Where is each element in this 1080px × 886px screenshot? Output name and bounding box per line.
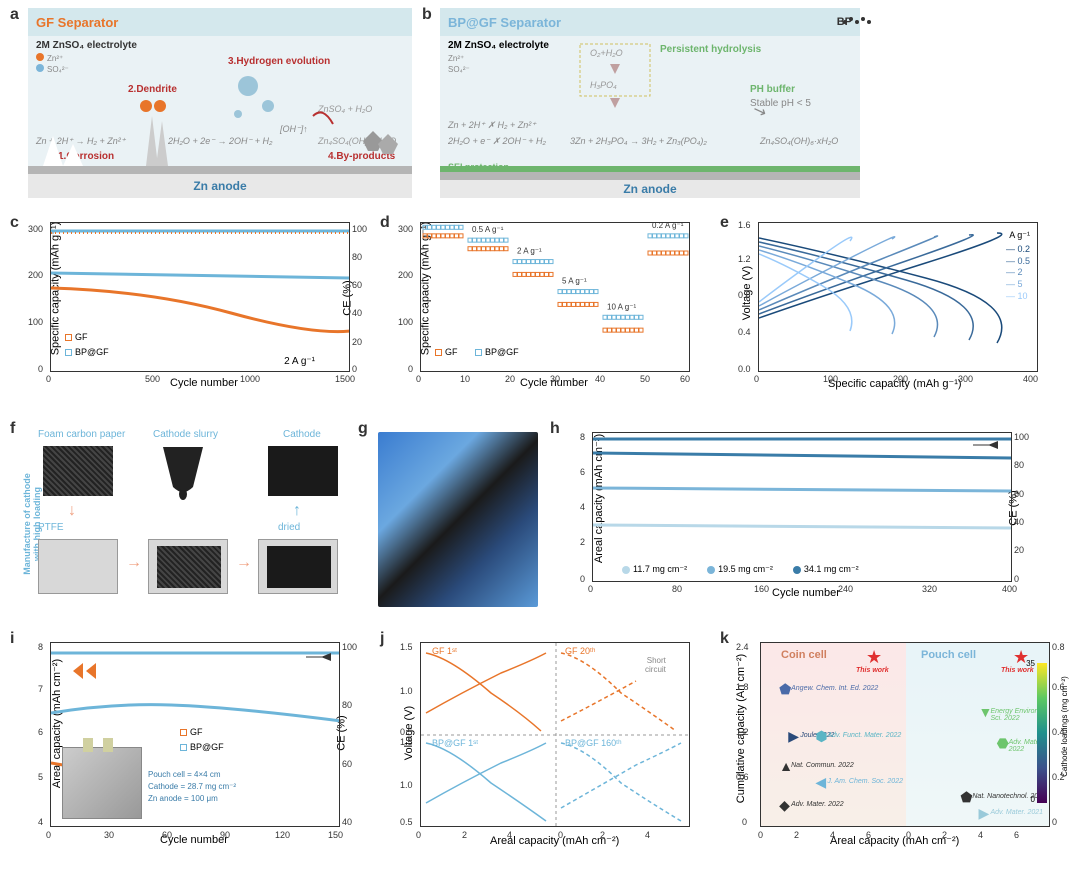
panel-label-g: g: [358, 420, 368, 438]
e-svg: [758, 222, 1038, 372]
panel-h-chart: Areal capacity (mAh cm⁻²) CE (%) Cycle n…: [592, 432, 1012, 607]
panel-label-h: h: [550, 420, 560, 438]
gf-separator-title: GF Separator: [28, 8, 412, 36]
panel-f-diagram: Manufacture of cathodewith high loading …: [8, 424, 348, 614]
pouch-photo: [62, 747, 142, 819]
i-gf-legend: GF: [190, 727, 203, 737]
panel-label-i: i: [10, 630, 14, 648]
zn-anode-label-a: Zn anode: [28, 174, 412, 198]
i-bp-legend: BP@GF: [190, 742, 224, 752]
svg-text:2 A g⁻¹: 2 A g⁻¹: [517, 247, 542, 256]
j-q2: GF 20ᵗʰ: [565, 646, 595, 656]
panel-a-diagram: GF Separator 2M ZnSO₄ electrolyte Zn²⁺ S…: [28, 8, 412, 198]
d-svg: 0.2 A g⁻¹ 0.5 A g⁻¹ 2 A g⁻¹ 5 A g⁻¹ 10 A g⁻¹…: [420, 222, 690, 372]
k-thiswork1: This work: [856, 667, 889, 674]
panel-label-b: b: [422, 6, 432, 24]
slurry-icon: [153, 442, 213, 502]
panel-g-photo: [378, 432, 538, 607]
svg-text:↘: ↘: [751, 101, 769, 122]
j-q3: BP@GF 1ˢᵗ: [432, 738, 478, 748]
panel-i-chart: Areal capacity (mAh cm⁻²) CE (%) Cycle n…: [50, 642, 340, 852]
f-dried: dried: [278, 522, 300, 533]
k-xlabel: Areal capacity (mAh cm⁻²): [830, 834, 959, 847]
svg-text:10 A g⁻¹: 10 A g⁻¹: [607, 302, 636, 311]
panel-label-j: j: [380, 630, 384, 648]
pouch-info3: Zn anode = 100 μm: [148, 794, 218, 803]
c-rate: 2 A g⁻¹: [284, 356, 315, 367]
panel-b-diagram: BP@GF Separator BP 2M ZnSO₄ electrolyte …: [440, 8, 860, 198]
k-thiswork2: This work: [1001, 667, 1034, 674]
panel-e-chart: Voltage (V) Specific capacity (mAh g⁻¹) …: [758, 222, 1038, 392]
c-bp-legend: BP@GF: [75, 347, 109, 357]
diagram-svg-a: [28, 36, 412, 166]
bpgf-separator-title: BP@GF Separator: [448, 15, 561, 30]
c-gf-legend: GF: [75, 332, 88, 342]
k-pouch: Pouch cell: [921, 649, 976, 661]
panel-j-chart: Voltage (V) Areal capacity (mAh cm⁻²) 02…: [420, 642, 690, 852]
panel-label-c: c: [10, 214, 19, 232]
pouch-info1: Pouch cell = 4×4 cm: [148, 770, 220, 779]
f-step1: Foam carbon paper: [38, 429, 125, 440]
svg-text:0.2 A g⁻¹: 0.2 A g⁻¹: [652, 222, 684, 230]
svg-text:5 A g⁻¹: 5 A g⁻¹: [562, 277, 587, 286]
f-step2: Cathode slurry: [153, 429, 218, 440]
f-step3: Cathode: [283, 429, 321, 440]
zn-anode-label-b: Zn anode: [440, 180, 860, 198]
j-q1: GF 1ˢᵗ: [432, 646, 457, 656]
bp-molecule-icon: [837, 13, 877, 31]
panel-d-chart: Specific capacity (mAh g⁻¹) Cycle number…: [420, 222, 690, 392]
j-short: Short circuit: [645, 656, 666, 674]
svg-text:0.5 A g⁻¹: 0.5 A g⁻¹: [472, 225, 504, 234]
d-gf-legend: GF: [445, 347, 458, 357]
panel-label-e: e: [720, 214, 729, 232]
panel-label-d: d: [380, 214, 390, 232]
h-svg: [592, 432, 1012, 582]
sei-label: SEI protection: [448, 162, 509, 172]
k-coin: Coin cell: [781, 649, 827, 661]
diagram-svg-b: ↘: [440, 36, 860, 166]
panel-c-chart: Specific capacity (mAh g⁻¹) CE (%) Cycle…: [50, 222, 350, 392]
j-q4: BP@GF 160ᵗʰ: [565, 738, 622, 748]
panel-label-a: a: [10, 6, 19, 24]
c-xlabel: Cycle number: [170, 377, 238, 389]
e-legend-title: A g⁻¹: [1009, 230, 1030, 241]
pouch-info2: Cathode = 28.7 mg cm⁻²: [148, 782, 236, 791]
h-xlabel: Cycle number: [772, 587, 840, 599]
d-bp-legend: BP@GF: [485, 347, 519, 357]
panel-k-chart: Cumulative capacity (Ah cm⁻²) Cumulative…: [720, 642, 1070, 872]
f-ptfe: PTFE: [38, 522, 64, 533]
